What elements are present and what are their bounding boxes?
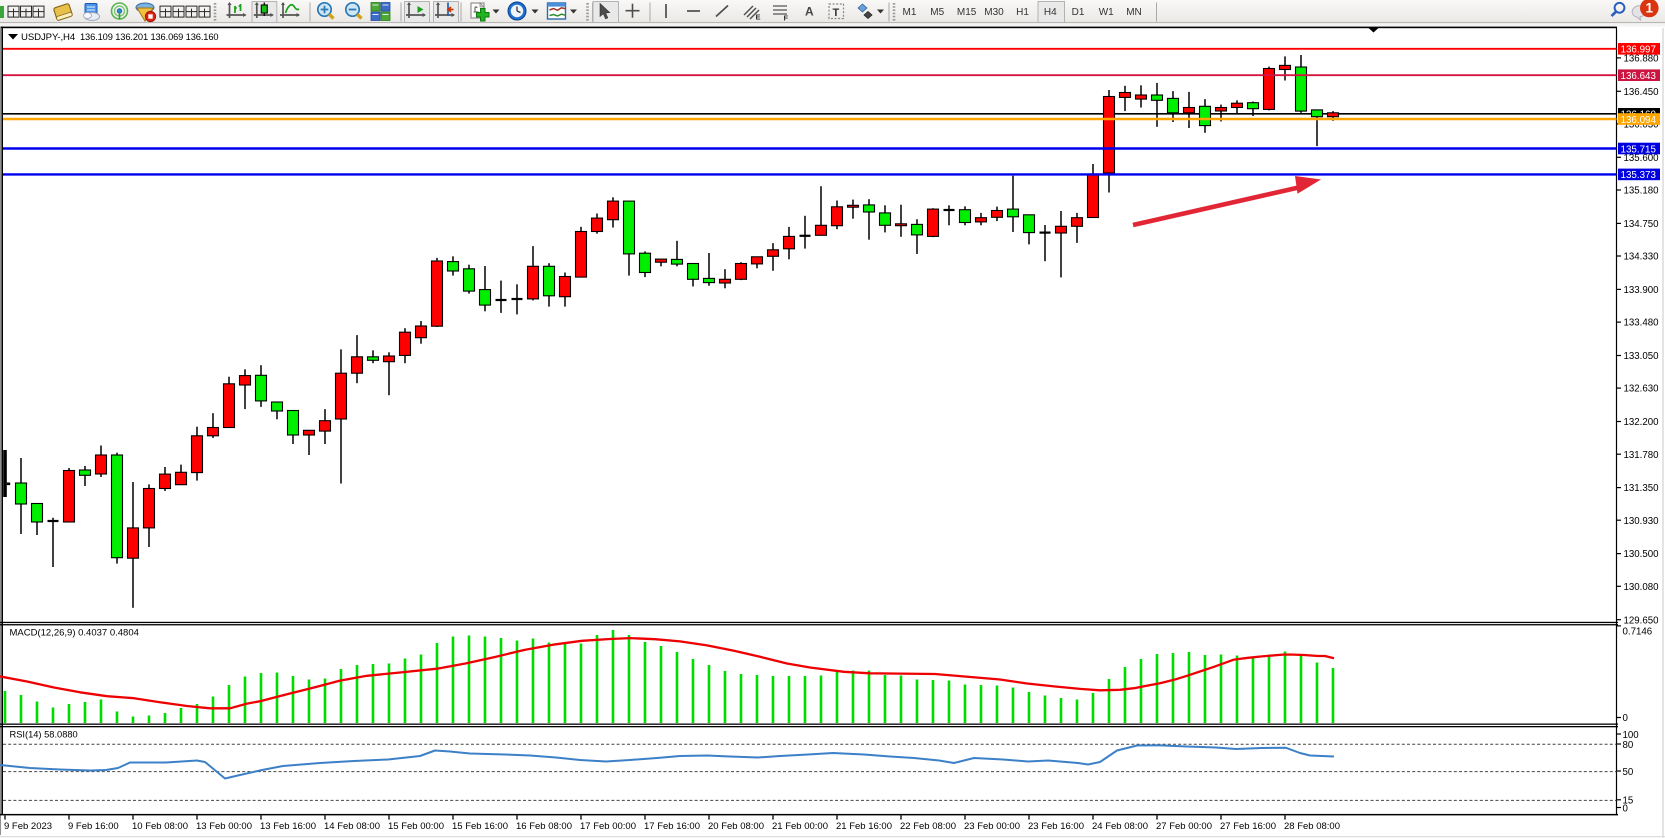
svg-text:136.997: 136.997: [1621, 45, 1656, 56]
svg-text:132.630: 132.630: [1624, 384, 1660, 395]
svg-text:135.715: 135.715: [1621, 144, 1657, 155]
svg-text:28 Feb 08:00: 28 Feb 08:00: [1284, 821, 1340, 832]
svg-text:M30: M30: [984, 7, 1004, 18]
svg-text:131.780: 131.780: [1624, 450, 1660, 461]
svg-text:17 Feb 16:00: 17 Feb 16:00: [644, 821, 700, 832]
svg-text:9 Feb 2023: 9 Feb 2023: [4, 821, 52, 832]
svg-text:MN: MN: [1126, 7, 1142, 18]
svg-text:134.330: 134.330: [1624, 252, 1660, 263]
svg-text:21 Feb 16:00: 21 Feb 16:00: [836, 821, 892, 832]
svg-text:13 Feb 16:00: 13 Feb 16:00: [260, 821, 316, 832]
svg-text:M5: M5: [930, 7, 944, 18]
svg-text:131.350: 131.350: [1624, 483, 1660, 494]
svg-text:136.643: 136.643: [1621, 71, 1657, 82]
svg-text:135.600: 135.600: [1624, 153, 1660, 164]
svg-text:H1: H1: [1016, 7, 1029, 18]
svg-text:T: T: [833, 7, 840, 19]
svg-text:27 Feb 16:00: 27 Feb 16:00: [1220, 821, 1276, 832]
svg-text:27 Feb 00:00: 27 Feb 00:00: [1156, 821, 1212, 832]
svg-text:136.109 136.201 136.069 136.16: 136.109 136.201 136.069 136.160: [80, 32, 218, 42]
svg-text:22 Feb 08:00: 22 Feb 08:00: [900, 821, 956, 832]
svg-text:H4: H4: [1044, 7, 1057, 18]
svg-text:1: 1: [1646, 1, 1654, 16]
svg-text:136.094: 136.094: [1621, 115, 1657, 126]
svg-text:100: 100: [1623, 730, 1640, 741]
svg-text:135.373: 135.373: [1621, 170, 1657, 181]
svg-text:13 Feb 00:00: 13 Feb 00:00: [196, 821, 252, 832]
svg-text:15: 15: [1623, 796, 1634, 807]
svg-text:133.050: 133.050: [1624, 351, 1660, 362]
svg-text:24 Feb 08:00: 24 Feb 08:00: [1092, 821, 1148, 832]
svg-text:134.750: 134.750: [1624, 219, 1660, 230]
svg-text:9 Feb 16:00: 9 Feb 16:00: [68, 821, 119, 832]
svg-text:130.500: 130.500: [1624, 549, 1660, 560]
svg-text:136.030: 136.030: [1624, 120, 1660, 131]
svg-text:129.650: 129.650: [1624, 615, 1660, 626]
svg-text:15 Feb 16:00: 15 Feb 16:00: [452, 821, 508, 832]
svg-text:16 Feb 08:00: 16 Feb 08:00: [516, 821, 572, 832]
svg-text:23 Feb 16:00: 23 Feb 16:00: [1028, 821, 1084, 832]
svg-text:A: A: [805, 5, 814, 19]
svg-text:RSI(14) 58.0880: RSI(14) 58.0880: [10, 729, 78, 739]
svg-text:130.080: 130.080: [1624, 582, 1660, 593]
svg-text:D1: D1: [1072, 7, 1085, 18]
svg-text:133.480: 133.480: [1624, 318, 1660, 329]
svg-text:17 Feb 00:00: 17 Feb 00:00: [580, 821, 636, 832]
svg-text:21 Feb 00:00: 21 Feb 00:00: [772, 821, 828, 832]
svg-text:F: F: [784, 14, 789, 23]
svg-text:130.930: 130.930: [1624, 516, 1660, 527]
svg-text:15 Feb 00:00: 15 Feb 00:00: [388, 821, 444, 832]
svg-text:MACD(12,26,9) 0.4037 0.4804: MACD(12,26,9) 0.4037 0.4804: [10, 628, 139, 639]
svg-text:M1: M1: [903, 7, 917, 18]
svg-text:0: 0: [1623, 803, 1629, 814]
svg-text:23 Feb 00:00: 23 Feb 00:00: [964, 821, 1020, 832]
svg-text:0: 0: [1623, 713, 1629, 724]
svg-text:W1: W1: [1099, 7, 1114, 18]
svg-text:0.7146: 0.7146: [1623, 627, 1653, 638]
svg-text:20 Feb 08:00: 20 Feb 08:00: [708, 821, 764, 832]
svg-text:14 Feb 08:00: 14 Feb 08:00: [324, 821, 380, 832]
svg-text:80: 80: [1623, 740, 1634, 751]
svg-text:136.880: 136.880: [1624, 54, 1660, 65]
svg-text:136.450: 136.450: [1624, 87, 1660, 98]
svg-text:M15: M15: [957, 7, 977, 18]
svg-text:USDJPY-,H4: USDJPY-,H4: [21, 32, 76, 43]
svg-text:50: 50: [1623, 767, 1634, 778]
svg-text:132.200: 132.200: [1624, 417, 1660, 428]
svg-text:10 Feb 08:00: 10 Feb 08:00: [132, 821, 188, 832]
svg-text:133.900: 133.900: [1624, 285, 1660, 296]
svg-text:E: E: [756, 13, 761, 22]
svg-text:135.180: 135.180: [1624, 186, 1660, 197]
